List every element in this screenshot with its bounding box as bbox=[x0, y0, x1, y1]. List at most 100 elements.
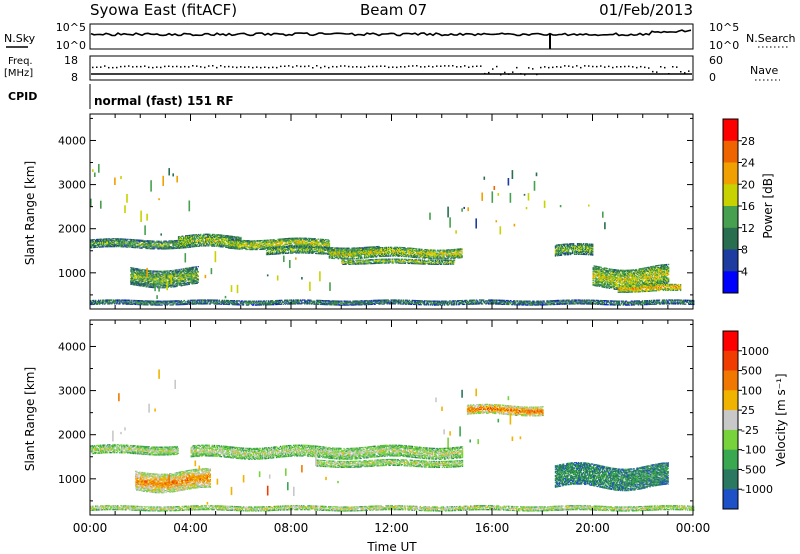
data-cell bbox=[173, 242, 175, 244]
freq-tick-top: 18 bbox=[64, 54, 78, 67]
data-cell bbox=[133, 279, 135, 281]
data-cell bbox=[113, 243, 115, 245]
data-cell bbox=[164, 246, 166, 248]
data-cell bbox=[99, 245, 101, 247]
data-cell bbox=[143, 269, 145, 271]
nsearch-tick-bottom: 10^0 bbox=[709, 39, 739, 52]
data-cell bbox=[98, 245, 100, 247]
data-cell bbox=[147, 270, 149, 273]
data-cell bbox=[146, 278, 148, 280]
data-cell bbox=[113, 240, 115, 242]
data-cell bbox=[148, 281, 150, 283]
data-cell bbox=[151, 280, 153, 282]
data-cell bbox=[105, 239, 107, 241]
data-cell bbox=[135, 280, 137, 282]
data-cell bbox=[148, 276, 150, 278]
data-cell bbox=[119, 241, 121, 243]
data-cell bbox=[150, 272, 152, 274]
data-cell bbox=[149, 244, 151, 246]
nave-point bbox=[92, 66, 94, 69]
data-cell bbox=[130, 277, 132, 280]
data-cell bbox=[139, 271, 141, 273]
data-cell bbox=[160, 279, 162, 281]
data-cell bbox=[155, 281, 157, 283]
data-cell bbox=[136, 242, 138, 244]
data-cell bbox=[105, 246, 107, 248]
nave-point bbox=[356, 66, 358, 68]
data-cell bbox=[148, 273, 150, 276]
data-cell bbox=[138, 285, 140, 287]
data-cell bbox=[111, 238, 113, 240]
data-cell bbox=[130, 270, 132, 272]
nave-point bbox=[200, 66, 202, 68]
data-cell bbox=[131, 244, 133, 247]
nave-point bbox=[220, 65, 222, 67]
data-cell bbox=[133, 244, 135, 246]
data-cell bbox=[101, 243, 103, 245]
data-cell bbox=[149, 242, 151, 244]
data-cell bbox=[95, 242, 97, 245]
data-cell bbox=[155, 278, 157, 280]
data-cell bbox=[197, 266, 199, 268]
data-cell bbox=[142, 284, 144, 286]
data-cell bbox=[158, 278, 160, 280]
data-cell bbox=[137, 284, 139, 287]
data-cell bbox=[121, 242, 123, 244]
data-cell bbox=[102, 245, 104, 247]
freq-panel: Freq. [MHz] 18 8 60 0 Nave bbox=[4, 54, 780, 84]
data-cell bbox=[129, 245, 131, 247]
data-cell bbox=[132, 243, 134, 246]
data-cell bbox=[92, 240, 94, 242]
data-cell bbox=[164, 244, 166, 246]
data-cell bbox=[157, 243, 159, 245]
data-cell bbox=[140, 284, 142, 286]
data-cell bbox=[110, 245, 112, 247]
data-cell bbox=[152, 282, 154, 284]
data-cell bbox=[120, 241, 122, 243]
data-cell bbox=[138, 270, 140, 272]
data-cell bbox=[132, 281, 134, 283]
data-cell bbox=[125, 239, 127, 241]
data-cell bbox=[149, 245, 151, 247]
data-cell bbox=[160, 242, 162, 244]
data-cell bbox=[106, 246, 108, 248]
data-cell bbox=[99, 238, 101, 240]
data-cell bbox=[172, 269, 174, 272]
data-cell bbox=[123, 238, 125, 240]
data-cell bbox=[141, 275, 143, 277]
data-cell bbox=[134, 284, 136, 286]
data-cell bbox=[140, 247, 142, 249]
data-cell bbox=[416, 248, 418, 250]
data-cell bbox=[154, 242, 156, 244]
data-cell bbox=[148, 247, 150, 249]
data-cell bbox=[147, 241, 149, 243]
data-cell bbox=[144, 271, 146, 273]
data-cell bbox=[154, 245, 156, 247]
data-cell bbox=[169, 243, 171, 245]
data-cell bbox=[146, 285, 148, 287]
freq-tick-bottom: 8 bbox=[71, 71, 78, 84]
data-cell bbox=[93, 243, 95, 245]
data-cell bbox=[108, 241, 110, 243]
nave-point bbox=[116, 66, 118, 69]
data-cell bbox=[200, 233, 202, 236]
data-cell bbox=[94, 239, 96, 241]
data-cell bbox=[143, 275, 145, 277]
nave-point bbox=[680, 71, 682, 73]
data-cell bbox=[156, 271, 158, 273]
data-cell bbox=[143, 245, 145, 247]
data-cell bbox=[175, 242, 177, 245]
data-cell bbox=[137, 242, 139, 244]
data-cell bbox=[132, 278, 134, 280]
data-cell bbox=[144, 283, 146, 285]
data-cell bbox=[138, 279, 140, 281]
data-cell bbox=[143, 283, 145, 286]
data-cell bbox=[115, 239, 117, 241]
data-cell bbox=[122, 240, 124, 242]
nave-point bbox=[568, 65, 570, 67]
data-cell bbox=[92, 241, 94, 243]
data-cell bbox=[138, 240, 140, 242]
data-cell bbox=[144, 270, 146, 272]
data-cell bbox=[109, 246, 111, 248]
data-cell bbox=[133, 275, 135, 277]
